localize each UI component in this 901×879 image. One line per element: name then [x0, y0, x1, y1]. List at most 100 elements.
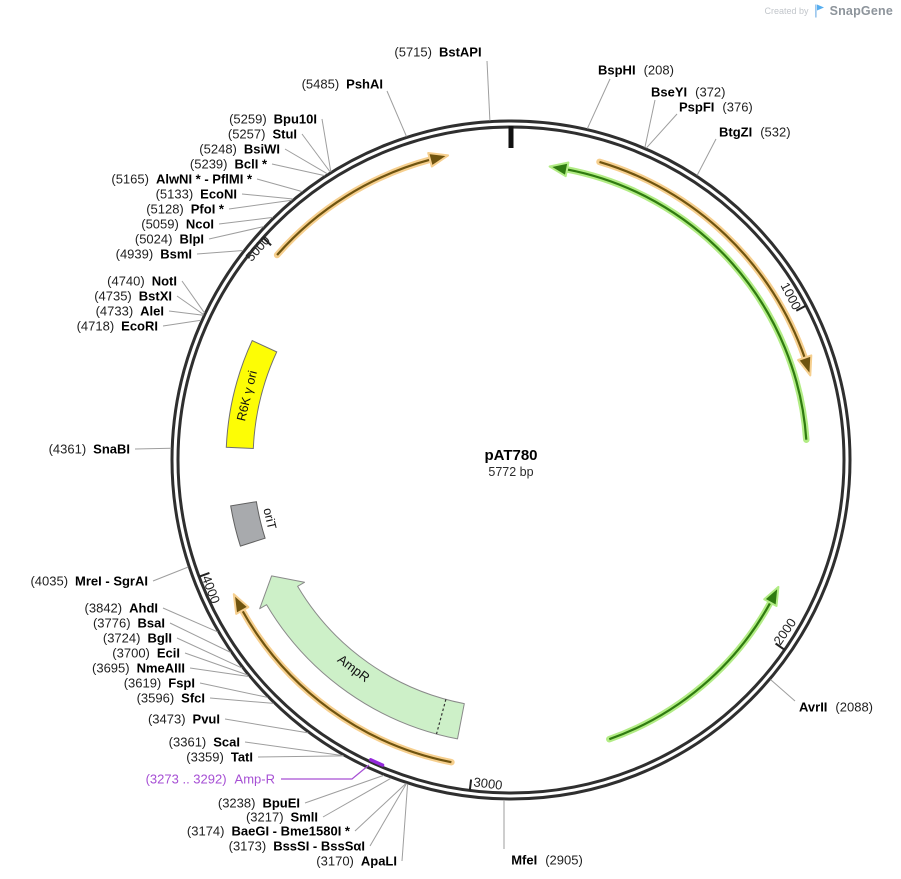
- orf-arc-green-4-glow: [606, 599, 774, 743]
- enzyme-label-mrei-sgrai: (4035) MreI - SgrAI: [30, 574, 148, 589]
- leader-stui: [301, 133, 331, 173]
- enzyme-label-apali: (3170) ApaLI: [316, 854, 397, 869]
- enzyme-label-blpi: (5024) BlpI: [135, 232, 204, 247]
- feature-r6k-ori: [225, 339, 278, 450]
- leader-bcli: [271, 163, 325, 177]
- enzyme-label-noti: (4740) NotI: [107, 274, 177, 289]
- leader-nmeaiii: [189, 667, 249, 677]
- orf-arc-orange-2-arrowhead-icon: [232, 593, 250, 615]
- leader-bstxi: [176, 295, 204, 316]
- leader-noti: [181, 280, 205, 314]
- watermark-created-by-label: Created by: [764, 6, 809, 16]
- orf-arc-orange-0-arrowhead-icon: [427, 152, 450, 168]
- orf-arc-orange-0: [276, 158, 431, 256]
- feature-orit: [230, 501, 266, 547]
- leader-baegi-bme1580i: [354, 783, 407, 832]
- enzyme-label-bpu10i: (5259) Bpu10I: [229, 112, 317, 127]
- leader-ecii: [184, 652, 248, 676]
- orf-arc-orange-2: [241, 609, 452, 764]
- enzyme-label-bsai: (3776) BsaI: [93, 616, 165, 631]
- orf-arc-orange-1: [599, 160, 806, 359]
- enzyme-label-pfoi: (5128) PfoI *: [146, 202, 225, 217]
- enzyme-label-pspfi: PspFI (376): [679, 100, 753, 115]
- enzyme-label-ecii: (3700) EciI: [112, 646, 180, 661]
- leader-bstapi: [486, 60, 491, 121]
- leader-lines: [134, 60, 796, 862]
- leader-pvui: [224, 718, 309, 734]
- leader-bpuei: [304, 774, 385, 804]
- enzyme-label-mfei: MfeI (2905): [511, 853, 583, 868]
- orf-arc-green-3-glow: [563, 166, 810, 443]
- scale-label-5000: 5000: [243, 233, 273, 265]
- leader-pfoi: [228, 199, 292, 210]
- leader-snabi: [134, 447, 172, 450]
- watermark-brand-label: SnapGene: [829, 4, 893, 18]
- leader-tati: [257, 755, 344, 758]
- snapgene-watermark: Created by SnapGene: [765, 4, 893, 18]
- plasmid-backbone: [170, 119, 852, 801]
- enzyme-label-bsphi: BspHI (208): [598, 63, 674, 78]
- leader-apali: [401, 783, 409, 862]
- leader-bsphi: [586, 78, 611, 129]
- orf-arc-green-3-arrowhead-icon: [548, 161, 570, 178]
- enzyme-label-bsssi-bsss-i: (3173) BssSI - BssSαI: [229, 839, 365, 854]
- enzyme-label-nmeaiii: (3695) NmeAIII: [92, 661, 185, 676]
- enzyme-label-bgli: (3724) BglI: [103, 631, 172, 646]
- feature-label-orit: oriT: [260, 507, 279, 532]
- enzyme-label-smli: (3217) SmlI: [246, 810, 318, 825]
- enzyme-label-alwni-pflmi: (5165) AlwNI * - PflMI *: [111, 172, 253, 187]
- enzyme-label-alei: (4733) AleI: [96, 304, 164, 319]
- leader-smli: [322, 777, 392, 818]
- enzyme-label-ncoi: (5059) NcoI: [141, 217, 214, 232]
- leader-amp-r-primer: [281, 764, 370, 780]
- leader-bpu10i: [321, 118, 332, 172]
- plasmid-title: pAT780: [484, 447, 537, 464]
- scale-label-3000: 3000: [473, 774, 504, 792]
- scale-tick-3000: [468, 779, 473, 791]
- leader-econi: [241, 193, 294, 200]
- feature-ampr-divider: [435, 699, 447, 735]
- scale-tick-5000: [262, 237, 272, 246]
- enzyme-label-bsiwi: (5248) BsiWI: [199, 142, 280, 157]
- leader-bseyi: [644, 99, 656, 148]
- leader-pspfi: [645, 113, 678, 149]
- leader-btgzi: [696, 138, 717, 176]
- leader-pshai: [386, 90, 407, 137]
- enzyme-label-bpuei: (3238) BpuEI: [218, 796, 300, 811]
- plasmid-size-label: 5772 bp: [488, 465, 533, 479]
- leader-mrei-sgrai: [152, 566, 189, 582]
- enzyme-label-fspi: (3619) FspI: [124, 676, 195, 691]
- enzyme-label-sfci: (3596) SfcI: [137, 691, 205, 706]
- orf-arc-orange-0-glow: [273, 156, 434, 259]
- leader-bsai: [169, 622, 232, 653]
- enzyme-labels: (5715) BstAPI (5485) PshAI BspHI (208) BseYI (3…: [30, 45, 873, 869]
- enzyme-label-avrii: AvrII (2088): [799, 700, 873, 715]
- leader-bsiwi: [284, 148, 328, 175]
- enzyme-label-bseyi: BseYI (372): [651, 85, 726, 100]
- orf-arc-green-4: [608, 602, 772, 741]
- scale-tick-2000: [775, 642, 786, 651]
- enzyme-label-baegi-bme1580i: (3174) BaeGI - Bme1580I *: [187, 824, 351, 839]
- enzyme-label-tati: (3359) TatI: [186, 750, 253, 765]
- enzyme-label-scai: (3361) ScaI: [169, 735, 240, 750]
- leader-bgli: [176, 637, 243, 669]
- leader-bsssi-bsss-i: [369, 783, 407, 847]
- enzyme-label-ahdi: (3842) AhdI: [85, 601, 158, 616]
- leader-avrii: [770, 679, 796, 702]
- orf-arc-green-4-arrowhead-icon: [763, 585, 780, 607]
- enzyme-label-bstapi: (5715) BstAPI: [394, 45, 481, 60]
- leader-fspi: [199, 682, 268, 698]
- enzyme-label-stui: (5257) StuI: [228, 127, 297, 142]
- leader-scai: [244, 741, 343, 757]
- orf-arc-green-3: [566, 168, 808, 440]
- feature-ampr-arrow: [259, 575, 465, 740]
- leader-blpi: [208, 226, 264, 240]
- leader-sfci: [209, 697, 274, 704]
- enzyme-label-bsmi: (4939) BsmI: [116, 247, 192, 262]
- leader-ecori: [162, 319, 202, 327]
- orf-arc-orange-1-arrowhead-icon: [797, 354, 813, 377]
- scale-tick-4000: [198, 571, 210, 578]
